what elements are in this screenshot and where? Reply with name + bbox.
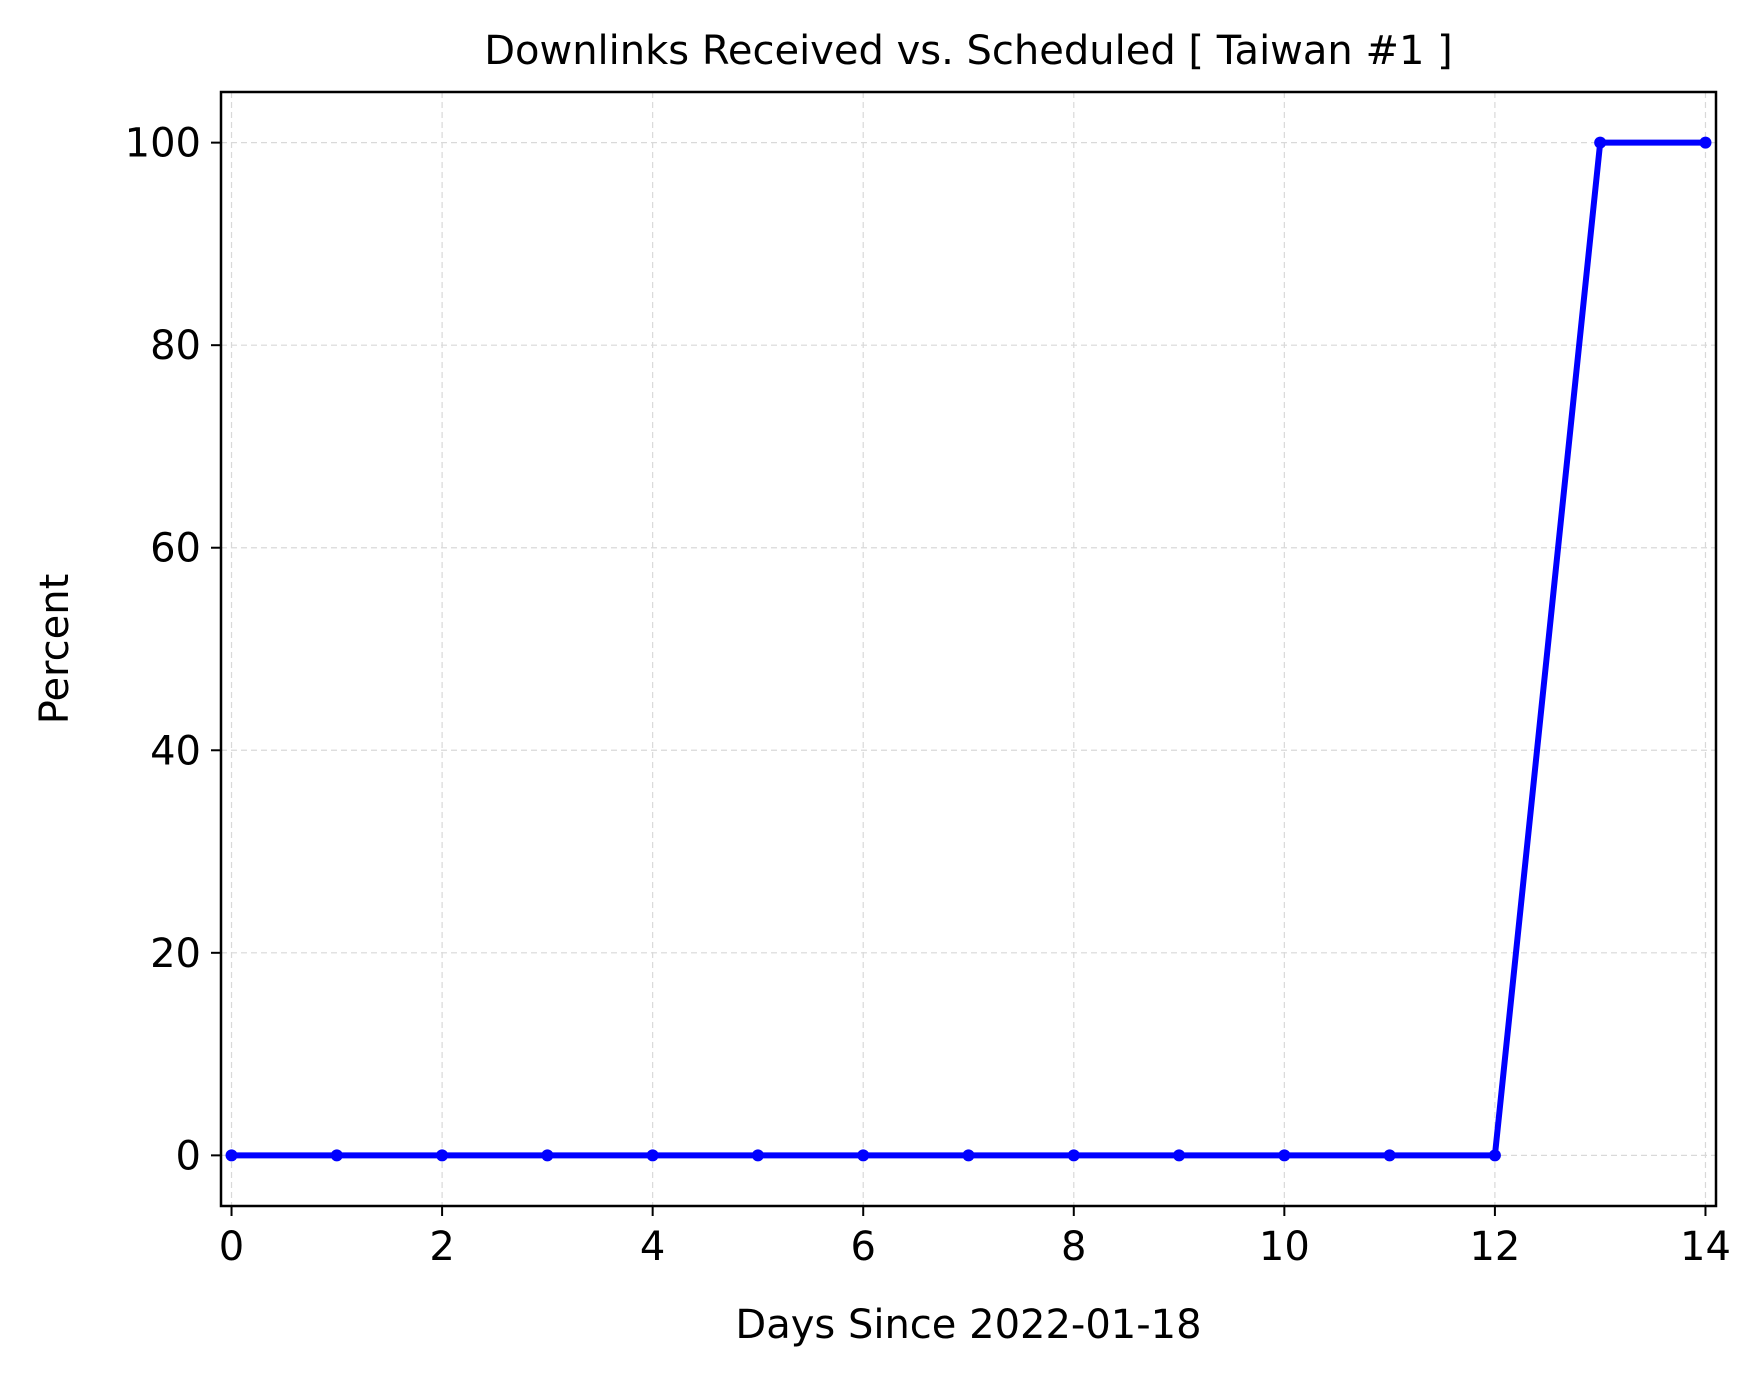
x-tick-label: 12 (1469, 1224, 1520, 1270)
data-point (1699, 136, 1712, 149)
series-layer (225, 136, 1712, 1162)
series-line (231, 139, 1706, 1159)
y-tick-label: 40 (150, 728, 201, 774)
y-tick-label: 100 (125, 121, 201, 167)
y-tick-label: 60 (150, 526, 201, 572)
data-point (1488, 1149, 1501, 1162)
data-point (857, 1149, 870, 1162)
chart-title: Downlinks Received vs. Scheduled [ Taiwa… (484, 28, 1453, 74)
data-point (436, 1149, 449, 1162)
data-point (1383, 1149, 1396, 1162)
data-point (962, 1149, 975, 1162)
data-point (225, 1149, 238, 1162)
data-point (1594, 136, 1607, 149)
y-tick-label: 20 (150, 931, 201, 977)
data-point (646, 1149, 659, 1162)
x-tick-label: 10 (1259, 1224, 1310, 1270)
data-point (1173, 1149, 1186, 1162)
plot-frame (219, 90, 1718, 1208)
data-point (1278, 1149, 1291, 1162)
data-point (1067, 1149, 1080, 1162)
x-tick-label: 2 (429, 1224, 454, 1270)
x-tick-label: 4 (640, 1224, 665, 1270)
grid (221, 92, 1716, 1206)
ticks: 0 2 4 6 8 10 12 14 0 20 40 60 80 100 (125, 121, 1731, 1270)
data-point (541, 1149, 554, 1162)
y-axis-label: Percent (32, 574, 78, 725)
y-tick-label: 80 (150, 323, 201, 369)
x-tick-label: 14 (1680, 1224, 1731, 1270)
data-point (330, 1149, 343, 1162)
x-tick-label: 6 (850, 1224, 875, 1270)
x-tick-label: 8 (1061, 1224, 1086, 1270)
x-axis-label: Days Since 2022-01-18 (735, 1302, 1201, 1348)
data-point (751, 1149, 764, 1162)
y-tick-label: 0 (176, 1133, 201, 1179)
x-tick-label: 0 (219, 1224, 244, 1270)
